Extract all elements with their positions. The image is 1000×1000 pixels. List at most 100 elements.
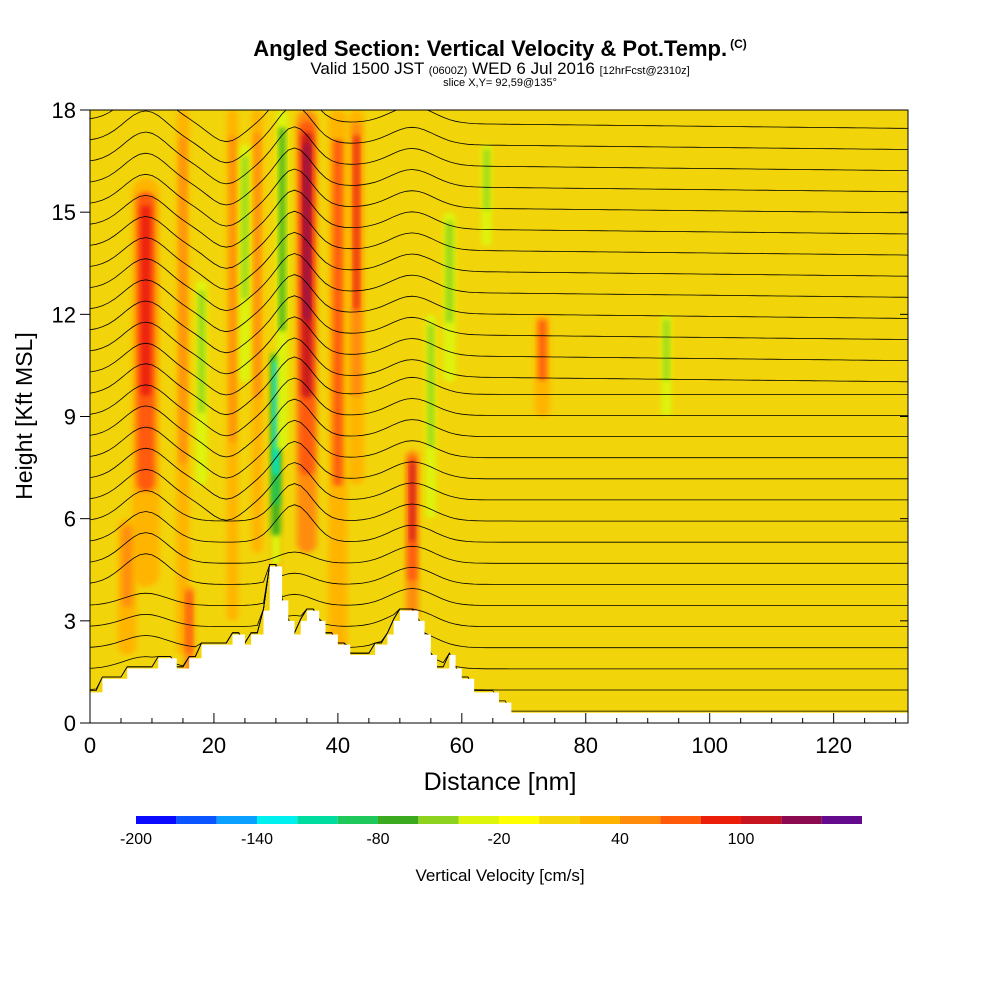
colorbar-bin bbox=[700, 816, 741, 824]
colorbar-label: Vertical Velocity [cm/s] bbox=[415, 866, 584, 885]
field-background bbox=[90, 110, 908, 723]
colorbar-bin bbox=[257, 816, 298, 824]
isotherm-56 bbox=[90, 168, 908, 227]
isotherm-46 bbox=[90, 377, 908, 437]
isotherm-44 bbox=[90, 419, 908, 479]
downdraft-5 bbox=[443, 212, 456, 383]
y-tick-label: 3 bbox=[64, 609, 76, 634]
isotherm-37 bbox=[90, 564, 908, 606]
downdraft-band bbox=[428, 324, 434, 448]
downdraft-band bbox=[663, 319, 669, 381]
colorbar-bin bbox=[418, 816, 459, 824]
colorbar-bin bbox=[781, 816, 822, 824]
updraft-4 bbox=[349, 110, 364, 485]
updraft-band bbox=[229, 135, 236, 443]
updraft-band bbox=[179, 137, 187, 465]
colorbar-bin bbox=[579, 816, 620, 824]
updraft-band bbox=[538, 319, 547, 381]
x-tick-label: 20 bbox=[202, 733, 226, 758]
downdraft-7 bbox=[661, 314, 672, 417]
isotherm-43 bbox=[90, 440, 908, 500]
downdraft-2 bbox=[195, 280, 208, 485]
title-units: (C) bbox=[730, 36, 747, 51]
isotherm-49 bbox=[90, 316, 908, 375]
downdraft-band bbox=[446, 220, 453, 323]
x-axis-label: Distance [nm] bbox=[424, 768, 577, 796]
updraft-band bbox=[254, 132, 261, 398]
updraft-band bbox=[304, 143, 310, 321]
x-tick-label: 120 bbox=[815, 733, 852, 758]
y-tick-label: 0 bbox=[64, 711, 76, 736]
colorbar-bin bbox=[660, 816, 701, 824]
isotherm-48 bbox=[90, 337, 908, 396]
subtitle-fcst: [12hrFcst@2310z] bbox=[599, 65, 690, 77]
colorbar-bin bbox=[499, 816, 540, 824]
updraft-8 bbox=[226, 110, 239, 621]
x-tick-label: 80 bbox=[574, 733, 598, 758]
chart-subtitle: Valid 1500 JST (0600Z) WED 6 Jul 2016 [1… bbox=[0, 60, 1000, 80]
isotherm-59 bbox=[90, 110, 908, 164]
updraft-3 bbox=[328, 110, 348, 689]
isotherm-47 bbox=[90, 356, 908, 416]
y-tick-label: 6 bbox=[64, 507, 76, 532]
colorbar-bin bbox=[136, 816, 177, 824]
isotherm-53 bbox=[90, 231, 908, 290]
x-tick-label: 0 bbox=[84, 733, 96, 758]
colorbar-bin bbox=[176, 816, 217, 824]
isotherm-41 bbox=[90, 483, 908, 522]
colorbar: -200 -140 -80 -20 40 100 bbox=[120, 816, 862, 848]
colorbar-tick-label: 100 bbox=[728, 831, 755, 848]
colorbar-tick-label: -20 bbox=[487, 831, 510, 848]
isotherm-39 bbox=[90, 532, 908, 564]
updraft-0 bbox=[132, 178, 160, 587]
updraft-band bbox=[186, 591, 192, 654]
isotherm-50 bbox=[90, 295, 908, 354]
colorbar-tick-label: -200 bbox=[120, 831, 152, 848]
title-text: Angled Section: Vertical Velocity & Pot.… bbox=[253, 36, 728, 61]
isotherm-40 bbox=[90, 504, 908, 543]
downdraft-band bbox=[198, 290, 205, 414]
isotherm-45 bbox=[90, 398, 908, 458]
colorbar-bin bbox=[741, 816, 782, 824]
isotherm-52 bbox=[90, 253, 908, 312]
x-tick-label: 60 bbox=[450, 733, 474, 758]
x-tick-label: 100 bbox=[691, 733, 728, 758]
colorbar-bin bbox=[620, 816, 661, 824]
updraft-band bbox=[122, 525, 132, 608]
isotherm-60 bbox=[90, 110, 908, 143]
updraft-band bbox=[410, 461, 415, 542]
y-tick-label: 12 bbox=[52, 302, 76, 327]
colorbar-tick-label: -80 bbox=[366, 831, 389, 848]
downdraft-6 bbox=[481, 144, 492, 247]
y-tick-label: 9 bbox=[64, 405, 76, 430]
isotherm-58 bbox=[90, 126, 908, 185]
colorbar-bin bbox=[821, 816, 862, 824]
colorbar-bin bbox=[458, 816, 499, 824]
updraft-band bbox=[333, 138, 343, 487]
plot-area bbox=[90, 110, 908, 723]
chart-title: Angled Section: Vertical Velocity & Pot.… bbox=[0, 36, 1000, 62]
colorbar-tick-label: -140 bbox=[241, 831, 273, 848]
colorbar-bin bbox=[216, 816, 257, 824]
downdraft-band bbox=[274, 365, 278, 445]
updraft-5 bbox=[406, 450, 419, 621]
updraft-2 bbox=[296, 110, 317, 553]
isotherm-57 bbox=[90, 147, 908, 206]
updraft-7 bbox=[176, 110, 190, 655]
y-tick-label: 15 bbox=[52, 200, 76, 225]
updraft-9 bbox=[251, 110, 263, 553]
updraft-11 bbox=[117, 518, 137, 655]
terrain bbox=[90, 566, 908, 723]
isotherm-35 bbox=[90, 564, 908, 649]
downdraft-3 bbox=[239, 144, 250, 383]
subtitle-valid: Valid 1500 JST bbox=[310, 59, 425, 78]
y-tick-label: 18 bbox=[52, 98, 76, 123]
isotherm-51 bbox=[90, 274, 908, 333]
updraft-6 bbox=[534, 314, 550, 417]
downdraft-band bbox=[242, 155, 248, 300]
isotherm-38 bbox=[90, 553, 908, 585]
isotherm-36 bbox=[90, 564, 908, 627]
axis-ticks: 0 3 6 9 12 15 18 0 20 40 60 80 100 120 bbox=[52, 98, 908, 758]
slice-label: slice X,Y= 92,59@135° bbox=[443, 77, 557, 89]
